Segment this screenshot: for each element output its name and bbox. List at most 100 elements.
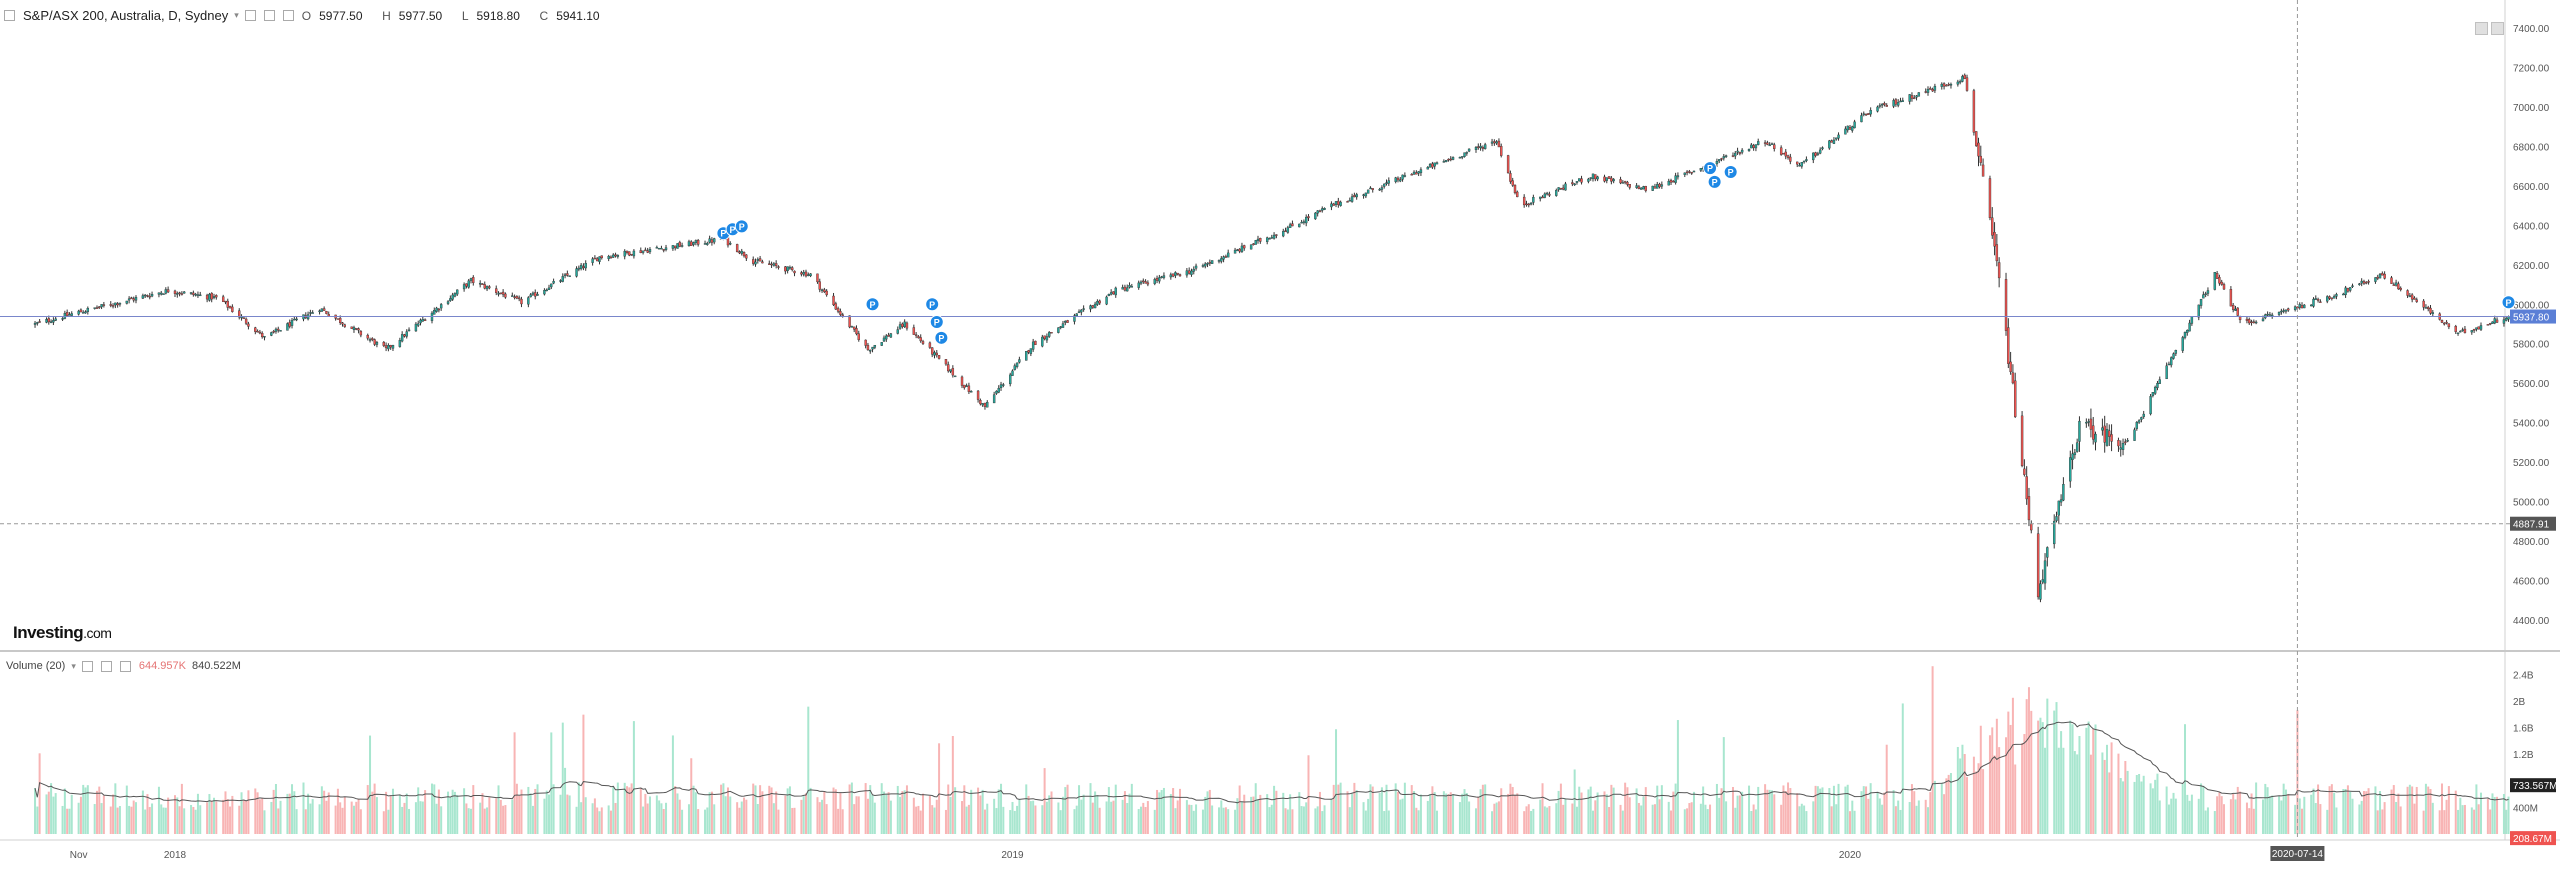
volume-bar — [1130, 783, 1133, 834]
candle — [1812, 152, 1815, 164]
volume-bar — [1619, 804, 1622, 834]
volume-bar — [2165, 786, 2168, 834]
candle — [2406, 289, 2409, 299]
volume-bar — [1002, 806, 1005, 834]
candle — [2268, 311, 2272, 316]
volume-bar — [1126, 803, 1129, 834]
volume-bar — [1546, 807, 1549, 834]
close-icon[interactable] — [282, 10, 294, 21]
volume-bar — [79, 796, 82, 834]
volume-bar — [1252, 796, 1255, 834]
volume-bar — [318, 804, 321, 834]
volume-bar — [607, 805, 610, 834]
candle — [2472, 328, 2476, 333]
volume-bar — [1626, 787, 1629, 834]
volume-bar — [2262, 799, 2265, 834]
volume-bar — [2142, 775, 2145, 834]
volume-bar — [823, 791, 826, 834]
eye-icon[interactable] — [81, 660, 93, 672]
candle — [2094, 431, 2097, 451]
candle — [1532, 194, 1535, 206]
volume-bar — [1789, 788, 1792, 834]
volume-bar — [850, 782, 853, 834]
candle — [1945, 84, 1948, 87]
volume-bar — [626, 786, 629, 834]
candle — [1991, 207, 1994, 239]
chevron-down-icon[interactable]: ▾ — [71, 660, 76, 671]
volume-bar — [804, 793, 807, 834]
volume-bar — [1305, 802, 1308, 834]
event-marker[interactable]: P — [925, 297, 940, 312]
volume-label[interactable]: Volume (20) — [6, 660, 66, 672]
event-marker[interactable]: P — [1723, 165, 1738, 180]
volume-bar — [1369, 784, 1372, 834]
symbol-title[interactable]: S&P/ASX 200, Australia, D, Sydney — [23, 8, 229, 23]
price-tick-label: 6600.00 — [2513, 182, 2550, 193]
candle — [2236, 307, 2239, 317]
candle — [607, 254, 610, 262]
volume-bar — [2220, 796, 2223, 834]
candle — [536, 291, 539, 296]
volume-bar — [922, 793, 925, 834]
candle — [173, 289, 177, 298]
settings-icon[interactable] — [100, 660, 112, 672]
volume-bar — [1208, 789, 1211, 834]
event-marker[interactable]: P — [2501, 295, 2516, 310]
candle — [756, 257, 760, 264]
chevron-down-icon[interactable]: ▾ — [234, 10, 239, 20]
volume-bar — [2172, 792, 2175, 834]
event-marker[interactable]: P — [929, 315, 944, 330]
candle — [2312, 297, 2315, 308]
event-marker[interactable]: P — [865, 297, 880, 312]
settings-icon[interactable] — [263, 10, 275, 21]
minimize-pane-icon[interactable] — [2475, 22, 2488, 35]
candle — [1910, 92, 1914, 102]
candle — [1676, 172, 1680, 180]
candle — [1908, 94, 1911, 105]
volume-bar — [2454, 790, 2457, 834]
candle — [215, 294, 218, 300]
volume-bar — [2021, 743, 2024, 834]
eye-icon[interactable] — [244, 10, 256, 21]
candle — [1123, 284, 1127, 292]
maximize-pane-icon[interactable] — [2491, 22, 2504, 35]
volume-bar — [818, 802, 821, 834]
candle — [2351, 283, 2354, 289]
candle — [933, 350, 936, 359]
candle — [1573, 183, 1576, 186]
volume-bar — [1367, 798, 1370, 834]
candle — [2245, 317, 2249, 324]
volume-bar — [536, 784, 539, 834]
candle — [2181, 335, 2184, 353]
close-icon[interactable] — [119, 660, 131, 672]
volume-bar — [1897, 800, 1900, 834]
volume-bar — [520, 789, 523, 834]
volume-bar — [45, 794, 48, 834]
candle — [1236, 248, 1239, 252]
event-marker[interactable]: P — [734, 219, 749, 234]
candle — [1288, 222, 1292, 228]
volume-bar — [229, 806, 232, 834]
event-marker[interactable]: P — [1707, 174, 1722, 189]
collapse-icon[interactable] — [4, 10, 15, 21]
volume-bar — [1816, 786, 1819, 834]
volume-bar — [34, 788, 37, 834]
volume-bar — [2317, 784, 2320, 834]
volume-bar — [2218, 792, 2221, 834]
candle — [1210, 260, 1214, 264]
candle — [1160, 275, 1163, 279]
candle — [866, 342, 870, 351]
candle — [1768, 142, 1771, 147]
volume-bar — [2076, 754, 2079, 834]
candle — [598, 256, 601, 265]
event-marker[interactable]: P — [934, 330, 949, 345]
candle — [1995, 234, 1999, 267]
price-tick-label: 4800.00 — [2513, 537, 2550, 548]
candle — [614, 252, 617, 258]
volume-bar — [84, 787, 87, 834]
candle — [1690, 171, 1693, 175]
event-marker[interactable]: P — [1703, 161, 1718, 176]
candle — [1378, 187, 1381, 191]
